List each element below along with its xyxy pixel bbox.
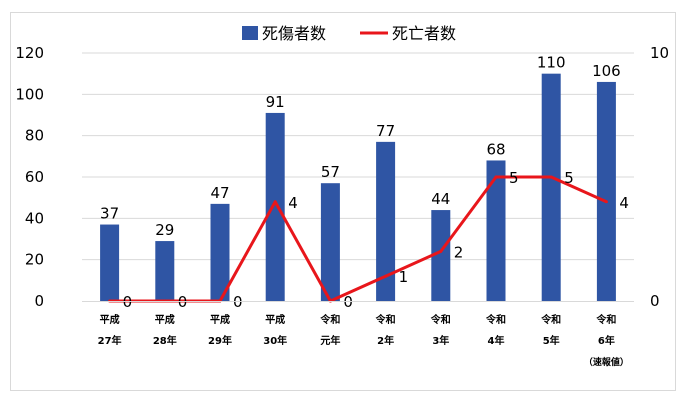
x-tick-label-line: 令和 [485,313,506,326]
bar [100,224,120,301]
x-tick-label: 令和 4年 [485,313,506,347]
x-tick-label-line: 2年 [377,334,394,347]
x-tick-label-line: 30年 [263,334,287,347]
bar-value-label: 77 [376,122,395,140]
x-tick-label-line: 平成 [265,313,285,326]
axes: 0 20 40 60 80 100 120 0 10 平成 27年 平成 28年 平成 29年 平成 30年 令和… [15,44,669,368]
bar-value-label: 47 [210,184,229,202]
bar [486,160,506,301]
y-left-tick-label: 40 [25,209,44,227]
bar-value-label: 91 [266,93,285,111]
bar [596,81,616,301]
y-left-tick-label: 80 [25,127,44,145]
bar [265,112,285,301]
line-value-label: 4 [288,194,298,212]
line-point [494,175,498,179]
x-tick-label-line: 4年 [488,334,505,347]
x-tick-label: 令和元年 [319,313,340,347]
x-tick-label-line: 令和 [595,313,616,326]
line-point [549,175,553,179]
x-tick-label: 令和 3年 [430,313,451,347]
y-left-tick-label: 100 [15,85,44,103]
line-value-label: 5 [509,169,519,187]
chart-frame [10,12,676,391]
line-point [604,200,608,204]
bar-value-label: 106 [592,62,621,80]
line-point [273,200,277,204]
y-left-tick-label: 120 [15,44,44,62]
x-tick-label-line: 令和 [540,313,561,326]
y-right-tick-label: 10 [650,44,669,62]
y-right-tick-label: 0 [650,292,660,310]
x-tick-label-line: 27年 [98,334,122,347]
line-value-label: 5 [564,169,574,187]
x-tick-label: 平成 29年 [208,313,232,347]
bar-series [100,73,616,302]
y-left-tick-label: 0 [34,292,44,310]
x-tick-label: 平成 27年 [98,313,122,347]
x-tick-label-line: 28年 [153,334,177,347]
bar [431,210,451,301]
line-point [439,249,443,253]
x-tick-label-line: 3年 [432,334,449,347]
x-tick-label-line: 平成 [210,313,230,326]
x-tick-label-line: 平成 [155,313,175,326]
x-tick-label-line: 6年 [598,334,615,347]
bar [541,73,561,302]
legend-label-bar: 死傷者数 [262,24,326,43]
bar-value-label: 44 [431,190,450,208]
x-tick-label-line: （速報値） [584,356,629,368]
line-value-label: 1 [399,268,409,286]
x-tick-label-line: 令和 [430,313,451,326]
x-tick-label: 平成 28年 [153,313,177,347]
bar-value-label: 110 [537,54,566,72]
y-left-tick-label: 60 [25,168,44,186]
x-tick-label-line: 令和 [375,313,396,326]
legend-swatch-bar [242,26,258,40]
legend: 死傷者数 死亡者数 [242,24,456,43]
bar-value-label: 29 [155,221,174,239]
line-value-label: 2 [454,243,464,261]
x-tick-label: 令和 2年 [375,313,396,347]
y-left-tick-label: 20 [25,251,44,269]
bar [376,141,396,301]
legend-label-line: 死亡者数 [392,24,456,43]
bar [210,203,230,301]
x-tick-label: 令和 5年 [540,313,561,347]
x-tick-label: 令和 6年 （速報値） [584,313,629,368]
bar-value-label: 37 [100,205,119,223]
line-value-label: 4 [619,194,629,212]
x-tick-label-line: 元年 [320,334,340,347]
x-tick-label-line: 令和 [319,313,340,326]
bar-value-label: 68 [486,140,505,158]
bar [155,241,175,301]
x-tick-label-line: 29年 [208,334,232,347]
x-tick-label: 平成 30年 [263,313,287,347]
x-tick-label-line: 平成 [100,313,120,326]
x-tick-label-line: 5年 [543,334,560,347]
bar-value-label: 57 [321,163,340,181]
bar [320,183,340,301]
line-point [384,274,388,278]
